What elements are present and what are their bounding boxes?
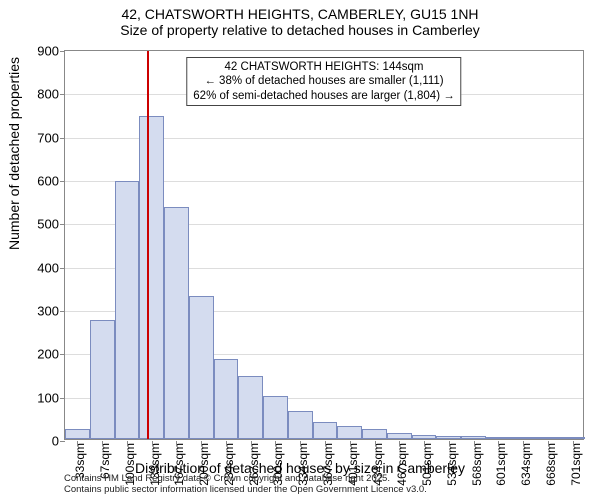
histogram-bar [511, 437, 536, 439]
y-axis-label: Number of detached properties [6, 57, 22, 250]
y-tick-mark [60, 311, 65, 312]
credit-line2: Contains public sector information licen… [64, 485, 427, 496]
annotation-line: ← 38% of detached houses are smaller (1,… [193, 74, 454, 88]
histogram-bar [189, 296, 214, 439]
x-tick-mark [275, 441, 276, 446]
x-tick-mark [127, 441, 128, 446]
y-tick-label: 0 [52, 434, 59, 449]
reference-line [147, 51, 149, 439]
x-tick-mark [152, 441, 153, 446]
y-tick-label: 600 [37, 174, 59, 189]
y-tick-label: 900 [37, 44, 59, 59]
histogram-bar [412, 435, 437, 439]
histogram-bar [560, 437, 585, 439]
x-tick-mark [251, 441, 252, 446]
x-tick-label: 668sqm [544, 443, 558, 486]
histogram-bar [436, 436, 461, 439]
x-tick-mark [523, 441, 524, 446]
credit-text: Contains HM Land Registry data © Crown c… [64, 474, 427, 496]
x-tick-mark [375, 441, 376, 446]
y-tick-mark [60, 354, 65, 355]
x-tick-mark [102, 441, 103, 446]
y-tick-mark [60, 94, 65, 95]
histogram-bar [139, 116, 164, 439]
x-tick-mark [474, 441, 475, 446]
x-tick-mark [176, 441, 177, 446]
y-tick-label: 200 [37, 347, 59, 362]
y-tick-label: 400 [37, 260, 59, 275]
histogram-bar [164, 207, 189, 439]
y-tick-mark [60, 441, 65, 442]
histogram-bar [288, 411, 313, 439]
histogram-bar [486, 437, 511, 439]
histogram-bar [214, 359, 239, 439]
y-tick-mark [60, 181, 65, 182]
y-tick-mark [60, 224, 65, 225]
chart-title-sub: Size of property relative to detached ho… [0, 22, 600, 38]
x-tick-label: 701sqm [569, 443, 583, 486]
y-tick-mark [60, 268, 65, 269]
histogram-bar [362, 429, 387, 439]
x-tick-mark [226, 441, 227, 446]
annotation-line: 62% of semi-detached houses are larger (… [193, 89, 454, 103]
histogram-bar [263, 396, 288, 439]
x-tick-mark [325, 441, 326, 446]
x-tick-mark [77, 441, 78, 446]
x-tick-label: 568sqm [470, 443, 484, 486]
histogram-bar [65, 429, 90, 439]
x-tick-label: 601sqm [494, 443, 508, 486]
y-tick-mark [60, 51, 65, 52]
histogram-bar [238, 376, 263, 439]
x-tick-mark [350, 441, 351, 446]
x-tick-mark [548, 441, 549, 446]
histogram-bar [115, 181, 140, 439]
x-tick-mark [424, 441, 425, 446]
histogram-bar [90, 320, 115, 439]
x-tick-mark [399, 441, 400, 446]
y-tick-label: 500 [37, 217, 59, 232]
histogram-bar [313, 422, 338, 439]
y-tick-mark [60, 398, 65, 399]
annotation-line: 42 CHATSWORTH HEIGHTS: 144sqm [193, 60, 454, 74]
histogram-bar [461, 436, 486, 439]
annotation-box: 42 CHATSWORTH HEIGHTS: 144sqm← 38% of de… [186, 57, 461, 106]
histogram-bar [535, 437, 560, 439]
chart-title-block: 42, CHATSWORTH HEIGHTS, CAMBERLEY, GU15 … [0, 0, 600, 38]
x-tick-mark [449, 441, 450, 446]
y-tick-label: 100 [37, 390, 59, 405]
x-tick-mark [300, 441, 301, 446]
plot-region: 010020030040050060070080090033sqm67sqm10… [64, 50, 584, 440]
y-tick-label: 700 [37, 130, 59, 145]
x-tick-mark [498, 441, 499, 446]
y-tick-label: 300 [37, 304, 59, 319]
y-tick-label: 800 [37, 87, 59, 102]
x-tick-mark [573, 441, 574, 446]
histogram-bar [337, 426, 362, 439]
x-tick-label: 634sqm [519, 443, 533, 486]
chart-plot-area: 010020030040050060070080090033sqm67sqm10… [64, 50, 584, 440]
histogram-bar [387, 433, 412, 440]
chart-title-main: 42, CHATSWORTH HEIGHTS, CAMBERLEY, GU15 … [0, 6, 600, 22]
x-tick-mark [201, 441, 202, 446]
y-tick-mark [60, 138, 65, 139]
